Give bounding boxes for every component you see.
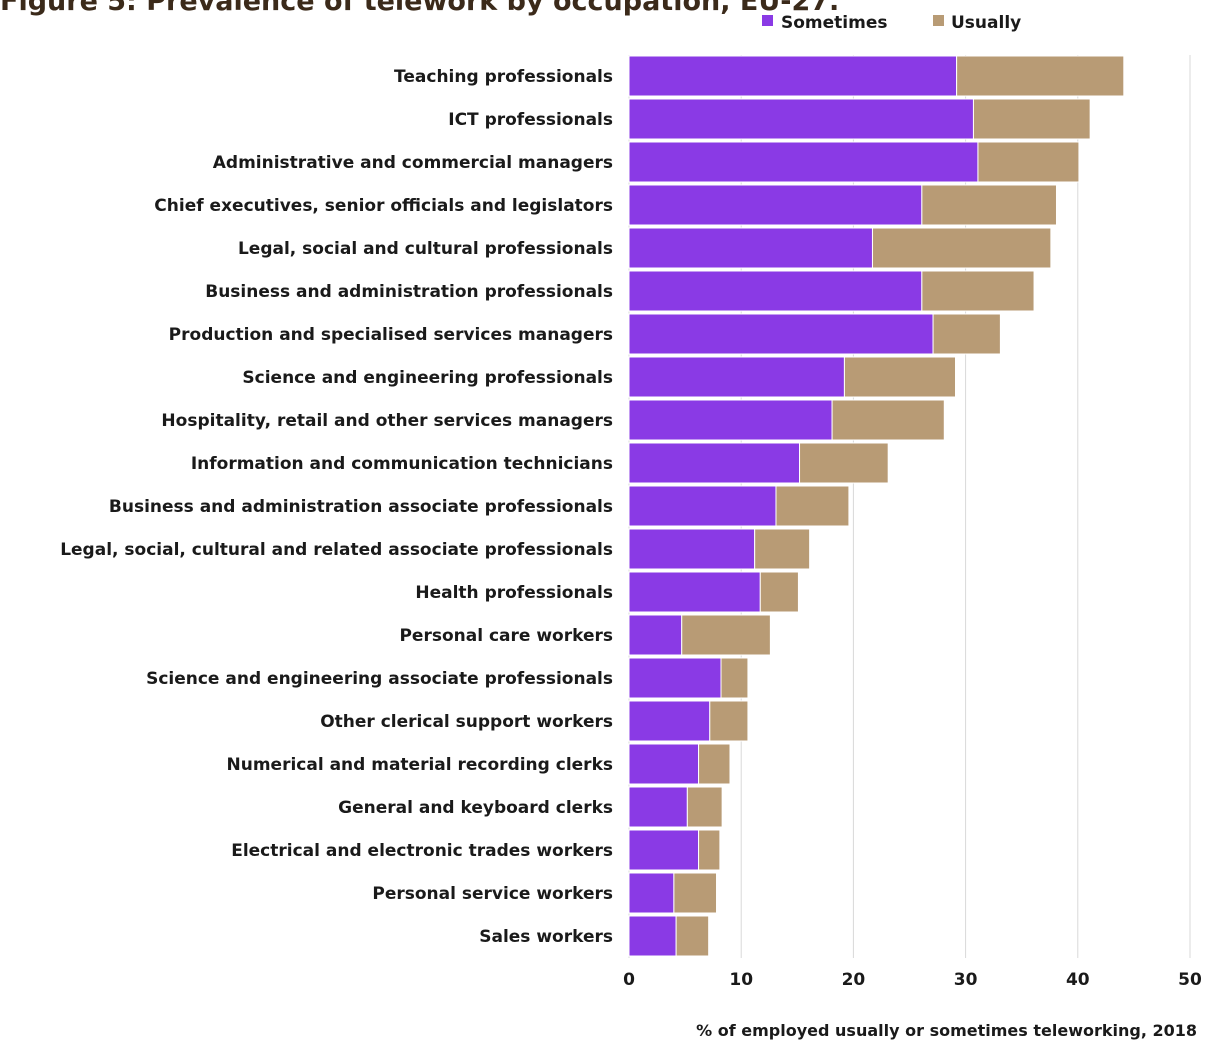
x-axis-ticks: 0 10 20 30 40 50: [623, 970, 1202, 990]
category-label: Science and engineering associate profes…: [146, 669, 613, 689]
bar-sometimes-business-and-administration-professionals: [628, 270, 923, 312]
category-label: Administrative and commercial managers: [213, 153, 613, 173]
bar-sometimes-legal-social-cultural-and-related-associate-professionals: [628, 528, 756, 570]
x-tick-label: 40: [1066, 970, 1090, 990]
x-tick-label: 20: [842, 970, 866, 990]
category-label: Information and communication technician…: [191, 454, 613, 474]
legend-label-sometimes: Sometimes: [781, 13, 887, 33]
category-label: Health professionals: [415, 583, 613, 603]
bar-sometimes-production-and-specialised-services-managers: [628, 313, 934, 355]
legend: Sometimes Usually: [762, 13, 1021, 33]
bar-sometimes-health-professionals: [628, 571, 761, 613]
bar-sometimes-personal-care-workers: [628, 614, 683, 656]
chart-title: Figure 5: Prevalence of telework by occu…: [0, 0, 839, 17]
category-label: Chief executives, senior officials and l…: [154, 196, 613, 216]
bar-sometimes-information-and-communication-technicians: [628, 442, 801, 484]
bar-usually-science-and-engineering-professionals: [843, 356, 957, 398]
bar-sometimes-legal-social-and-cultural-professionals: [628, 227, 873, 269]
bar-usually-hospitality-retail-and-other-services-managers: [831, 399, 945, 441]
bar-usually-production-and-specialised-services-managers: [932, 313, 1001, 355]
category-label: Teaching professionals: [394, 67, 613, 87]
category-label: Sales workers: [479, 927, 613, 947]
category-label: Other clerical support workers: [320, 712, 613, 732]
bar-sometimes-hospitality-retail-and-other-services-managers: [628, 399, 833, 441]
category-label: Personal care workers: [399, 626, 613, 646]
x-tick-label: 10: [729, 970, 753, 990]
bar-usually-sales-workers: [675, 915, 710, 957]
bar-usually-legal-social-and-cultural-professionals: [871, 227, 1052, 269]
bar-usually-other-clerical-support-workers: [709, 700, 749, 742]
category-label: Business and administration associate pr…: [109, 497, 613, 517]
bar-sometimes-teaching-professionals: [628, 55, 958, 97]
bar-usually-numerical-and-material-recording-clerks: [698, 743, 731, 785]
bar-usually-business-and-administration-associate-professionals: [775, 485, 850, 527]
bar-sometimes-personal-service-workers: [628, 872, 675, 914]
category-labels: Teaching professionals ICT professionals A…: [60, 67, 613, 947]
bar-usually-personal-care-workers: [681, 614, 771, 656]
category-label: Numerical and material recording clerks: [227, 755, 614, 775]
bar-sometimes-business-and-administration-associate-professionals: [628, 485, 777, 527]
bar-usually-electrical-and-electronic-trades-workers: [698, 829, 721, 871]
bar-sometimes-other-clerical-support-workers: [628, 700, 711, 742]
x-tick-label: 0: [623, 970, 635, 990]
x-tick-label: 50: [1178, 970, 1202, 990]
bar-usually-business-and-administration-professionals: [921, 270, 1035, 312]
bar-usually-information-and-communication-technicians: [799, 442, 889, 484]
bar-sometimes-electrical-and-electronic-trades-workers: [628, 829, 700, 871]
bar-usually-personal-service-workers: [673, 872, 718, 914]
legend-label-usually: Usually: [951, 13, 1021, 33]
bars: [628, 55, 1125, 957]
legend-swatch-usually: [933, 15, 944, 26]
bar-sometimes-numerical-and-material-recording-clerks: [628, 743, 700, 785]
bar-usually-general-and-keyboard-clerks: [686, 786, 723, 828]
bar-usually-science-and-engineering-associate-professionals: [720, 657, 749, 699]
category-label: Business and administration professional…: [205, 282, 613, 302]
category-label: Legal, social and cultural professionals: [238, 239, 613, 259]
bar-sometimes-sales-workers: [628, 915, 677, 957]
bar-sometimes-general-and-keyboard-clerks: [628, 786, 688, 828]
bar-usually-health-professionals: [759, 571, 799, 613]
category-label: Electrical and electronic trades workers: [231, 841, 613, 861]
category-label: Science and engineering professionals: [242, 368, 613, 388]
category-label: General and keyboard clerks: [338, 798, 613, 818]
bar-usually-administrative-and-commercial-managers: [977, 141, 1080, 183]
bar-sometimes-chief-executives-senior-officials-and-legislators: [628, 184, 923, 226]
x-axis-title: % of employed usually or sometimes telew…: [696, 1021, 1197, 1040]
bar-sometimes-ict-professionals: [628, 98, 974, 140]
category-label: Production and specialised services mana…: [169, 325, 613, 345]
category-label: Personal service workers: [372, 884, 613, 904]
bar-usually-chief-executives-senior-officials-and-legislators: [921, 184, 1057, 226]
bar-sometimes-science-and-engineering-associate-professionals: [628, 657, 722, 699]
category-label: Hospitality, retail and other services m…: [161, 411, 613, 431]
bar-sometimes-science-and-engineering-professionals: [628, 356, 845, 398]
bar-usually-teaching-professionals: [956, 55, 1125, 97]
x-tick-label: 30: [954, 970, 978, 990]
bar-usually-legal-social-cultural-and-related-associate-professionals: [754, 528, 811, 570]
category-label: ICT professionals: [448, 110, 613, 130]
bar-usually-ict-professionals: [972, 98, 1091, 140]
legend-swatch-sometimes: [762, 15, 773, 26]
category-label: Legal, social, cultural and related asso…: [60, 540, 613, 560]
bar-sometimes-administrative-and-commercial-managers: [628, 141, 979, 183]
